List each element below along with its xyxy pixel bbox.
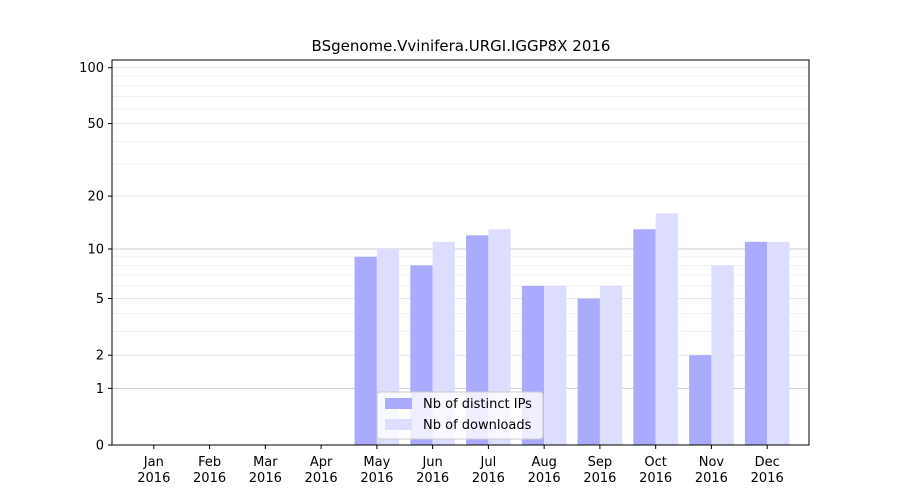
x-tick-label: Feb 2016 [193,455,226,486]
bar-downloads [655,213,678,445]
bar-downloads [599,285,623,445]
legend-label-distinct-ips: Nb of distinct IPs [423,397,532,412]
y-tick-label: 5 [96,292,104,307]
legend-swatch-downloads [385,419,412,430]
x-tick-label: Jan 2016 [137,455,170,486]
x-tick-label: Mar 2016 [249,455,282,486]
x-tick-label: May 2016 [360,455,393,486]
bar-distinct-ips [689,355,712,445]
y-tick-label: 20 [87,190,104,205]
plot-frame [111,59,810,446]
bar-downloads [767,241,790,445]
y-tick-label: 0 [96,439,104,454]
y-tick-label: 1 [96,382,104,397]
bar-distinct-ips [354,256,377,445]
x-tick-label: Sep 2016 [583,455,616,486]
bar-distinct-ips [744,241,768,445]
x-tick-label: Dec 2016 [751,455,784,486]
legend-swatch-distinct-ips [385,398,412,409]
bar-distinct-ips [577,298,600,445]
legend: Nb of distinct IPs Nb of downloads [376,391,544,440]
x-tick-label: Jun 2016 [416,455,449,486]
legend-label-downloads: Nb of downloads [423,418,532,433]
bar-distinct-ips [633,229,656,445]
x-tick-label: Nov 2016 [695,455,728,486]
chart-title: BSgenome.Vvinifera.URGI.IGGP8X 2016 [312,37,611,55]
y-tick-label: 10 [87,242,104,257]
legend-box [376,391,544,440]
y-tick-label: 50 [87,117,104,132]
x-tick-label: Oct 2016 [639,455,672,486]
bar-downloads [544,285,567,445]
x-tick-label: Jul 2016 [472,455,505,486]
gridlines [112,67,809,446]
x-axis: Jan 2016 Feb 2016 Mar 2016 Apr 2016 May 2016 Jun 20… [137,445,784,486]
bar-downloads [711,265,734,445]
y-axis: 0 1 2 5 10 20 50 100 [79,61,112,454]
y-tick-label: 100 [79,61,104,76]
x-tick-label: Aug 2016 [528,455,561,486]
x-tick-label: Apr 2016 [305,455,338,486]
bar-downloads [488,229,511,445]
y-tick-label: 2 [96,349,104,364]
